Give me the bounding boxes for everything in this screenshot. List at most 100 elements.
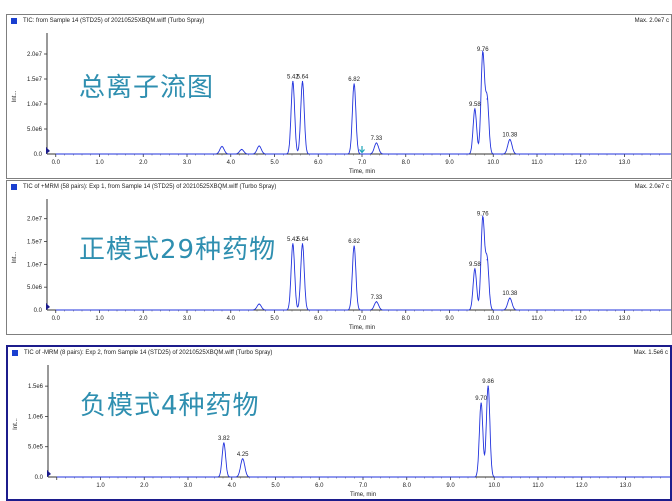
x-tick-label: 13.0 [619, 316, 631, 322]
peak-point [487, 385, 489, 387]
peak-point [223, 442, 225, 444]
x-tick-label: 13.0 [620, 483, 632, 489]
chromatogram-trace [56, 386, 670, 478]
peak-point [480, 402, 482, 404]
panel-header: TIC of +MRM (58 pairs): Exp 1, from Samp… [7, 181, 671, 193]
cursor-arrow-icon [359, 146, 365, 154]
peak-point [509, 138, 511, 141]
peak-point [301, 243, 304, 245]
x-tick-label: 12.0 [575, 316, 587, 322]
chromatogram-panel-tic[interactable]: TIC: from Sample 14 (STD25) of 20210525X… [6, 14, 672, 179]
peak-label: 5.42 [287, 75, 299, 81]
chromatogram-plot[interactable]: 5.0e5 1.0e6 1.5e6 0.0 Int... 1.0 2.0 3.0 4.0 5.0 6… [8, 347, 672, 501]
peak-point [258, 303, 260, 305]
panel-marker-icon [11, 18, 17, 24]
y-tick-label: 1.5e7 [27, 240, 43, 246]
peak-label: 10.38 [502, 291, 518, 297]
x-tick-label: 3.0 [183, 316, 192, 322]
peak-point [242, 458, 244, 460]
peak-label: 7.33 [371, 295, 383, 301]
x-tick-label: 6.0 [314, 160, 323, 166]
axis-start-marker-icon [47, 470, 51, 477]
x-tick-label: 5.0 [270, 160, 279, 166]
x-tick-label: 6.0 [315, 483, 324, 489]
peak-point [482, 218, 484, 220]
y-tick-label: 1.5e6 [28, 384, 44, 390]
x-axis-label: Time, min [350, 492, 376, 498]
x-tick-label: 4.0 [227, 160, 236, 166]
axis-start-marker-icon [46, 147, 50, 154]
x-tick-label: 2.0 [139, 160, 148, 166]
peak-label: 10.38 [502, 133, 518, 139]
panel-max-label: Max. 1.5e6 c [633, 350, 668, 356]
peak-point [474, 268, 476, 270]
peak-point [474, 108, 476, 110]
y-tick-label: 1.0e6 [28, 414, 44, 420]
x-tick-label: 5.0 [270, 316, 279, 322]
panel-max-label: Max. 2.0e7 c [634, 18, 669, 24]
x-tick-label: 5.0 [271, 483, 280, 489]
y-tick-label: 5.0e6 [27, 285, 43, 291]
x-tick-label: 11.0 [531, 160, 543, 166]
peak-point [353, 245, 355, 247]
x-tick-label: 9.0 [445, 316, 454, 322]
x-tick-label: 10.0 [487, 160, 499, 166]
panel-marker-icon [11, 184, 17, 190]
peak-label: 6.82 [348, 239, 360, 245]
axis-start-marker-icon [46, 303, 50, 310]
peak-point [486, 98, 488, 100]
y-axis-label: Int... [12, 251, 18, 263]
x-tick-label: 8.0 [402, 160, 411, 166]
panel-title: TIC: from Sample 14 (STD25) of 20210525X… [23, 18, 205, 24]
overlay-label: 正模式29种药物 [79, 235, 277, 265]
x-tick-label: 12.0 [575, 160, 587, 166]
peak-point [353, 83, 355, 85]
x-tick-label: 8.0 [403, 483, 412, 489]
x-tick-label: 10.0 [487, 316, 499, 322]
y-tick-label: 0.0 [35, 475, 44, 481]
panel-marker-icon [12, 350, 18, 356]
peak-point [482, 53, 484, 55]
chromatogram-panel-negative[interactable]: TIC of -MRM (8 pairs): Exp 2, from Sampl… [6, 345, 672, 501]
x-axis-label: Time, min [349, 169, 375, 175]
peak-label: 9.76 [477, 47, 489, 53]
y-axis-label: Int... [12, 90, 18, 102]
x-tick-label: 13.0 [619, 160, 631, 166]
peak-label: 9.70 [475, 396, 487, 402]
x-tick-label: 11.0 [532, 483, 544, 489]
peak-label: 5.64 [297, 75, 309, 81]
peak-label: 9.86 [482, 379, 494, 385]
peak-label: 3.82 [218, 436, 230, 442]
x-tick-label: 7.0 [358, 316, 367, 322]
y-tick-label: 1.0e7 [27, 262, 43, 268]
peak-label: 9.76 [477, 212, 489, 218]
x-tick-label: 1.0 [95, 160, 104, 166]
peak-point [375, 301, 378, 303]
peak-point [509, 297, 511, 299]
chromatogram-panel-positive[interactable]: TIC of +MRM (58 pairs): Exp 1, from Samp… [6, 180, 672, 335]
panel-header: TIC of -MRM (8 pairs): Exp 2, from Sampl… [8, 347, 670, 359]
y-tick-label: 1.0e7 [27, 102, 43, 108]
x-tick-label: 2.0 [139, 316, 148, 322]
peak-point [241, 148, 243, 151]
x-tick-label: 0.0 [52, 160, 61, 166]
x-tick-label: 1.0 [95, 316, 104, 322]
peak-point [258, 145, 260, 147]
chromatogram-plot[interactable]: 5.0e6 1.0e7 1.5e7 2.0e7 0.0 Int... 0.0 1.0 2.0 3.… [7, 181, 672, 335]
chromatogram-plot[interactable]: 5.0e6 1.0e7 1.5e7 2.0e7 0.0 Int... 0.0 1.0 2.0 3.… [7, 15, 672, 179]
peak-point [486, 259, 488, 261]
peak-label: 4.25 [237, 452, 249, 458]
peak-label: 6.82 [348, 77, 360, 83]
peak-point [292, 80, 294, 83]
y-axis-label: Int... [13, 418, 19, 430]
y-tick-label: 0.0 [34, 308, 43, 314]
peak-label: 5.64 [297, 237, 309, 243]
panel-title: TIC of -MRM (8 pairs): Exp 2, from Sampl… [24, 350, 273, 356]
x-tick-label: 11.0 [531, 316, 543, 322]
peak-label: 7.33 [371, 136, 383, 142]
peak-label: 9.58 [469, 102, 481, 108]
x-tick-label: 0.0 [52, 316, 61, 322]
peak-point [375, 142, 378, 144]
x-tick-label: 3.0 [184, 483, 193, 489]
panel-title: TIC of +MRM (58 pairs): Exp 1, from Samp… [23, 184, 277, 190]
